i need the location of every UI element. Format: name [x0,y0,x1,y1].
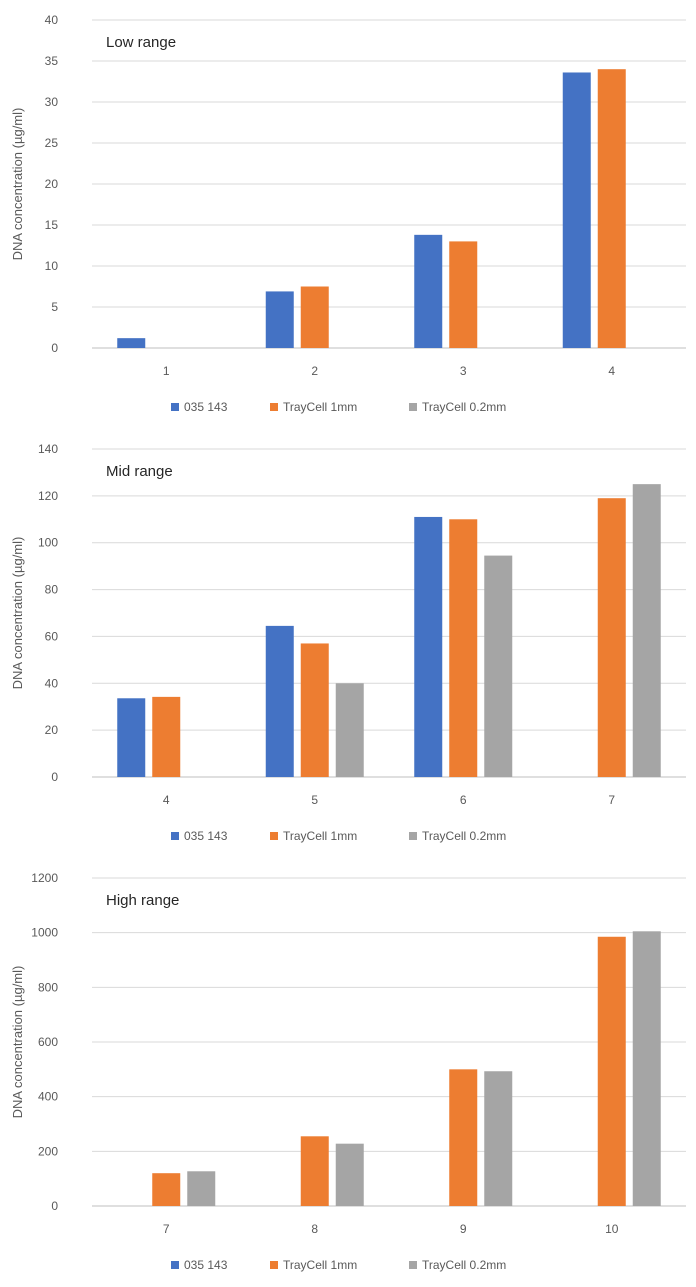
legend-swatch [409,1261,417,1269]
bar [414,234,443,348]
chart-annotation: Mid range [106,463,173,480]
y-axis-label: DNA concentration (µg/ml) [10,966,25,1119]
bar [300,286,329,348]
y-tick-label: 600 [38,1035,58,1049]
legend-entry: TrayCell 0.2mm [422,1258,506,1272]
bar [117,338,146,348]
bar [152,696,181,777]
y-tick-label: 40 [45,676,59,690]
bar [265,291,294,348]
x-tick-label: 9 [460,1222,467,1236]
bar [484,1071,513,1206]
y-tick-label: 30 [45,95,59,109]
y-tick-label: 40 [45,13,59,27]
chart-annotation: High range [106,892,179,909]
y-axis-label: DNA concentration (µg/ml) [10,108,25,261]
y-tick-label: 0 [51,341,58,355]
x-tick-label: 7 [608,793,615,807]
y-tick-label: 35 [45,54,59,68]
y-tick-label: 15 [45,218,59,232]
bar [632,931,661,1206]
bar [597,936,626,1206]
bar [449,519,478,777]
y-tick-label: 80 [45,583,59,597]
bar [335,1143,364,1206]
chart-high-range: 0 200 400 600 800 1000 1200 DNA concentration (… [10,871,686,1272]
legend-swatch [171,832,179,840]
x-tick-label: 6 [460,793,467,807]
legend-entry: TrayCell 1mm [283,829,357,843]
legend-entry: 035 143 [184,829,228,843]
bar [632,484,661,777]
legend-swatch [270,1261,278,1269]
bar [335,683,364,777]
y-tick-label: 0 [51,770,58,784]
y-tick-label: 25 [45,136,59,150]
x-tick-label: 4 [608,364,615,378]
x-tick-label: 7 [163,1222,170,1236]
y-tick-label: 0 [51,1199,58,1213]
bar [449,1069,478,1206]
y-tick-label: 1000 [31,926,58,940]
legend-entry: TrayCell 0.2mm [422,829,506,843]
x-tick-label: 4 [163,793,170,807]
bar [484,555,513,777]
chart-low-range: 0 5 10 15 20 25 30 35 40 DNA concentration (µg/ml… [10,13,686,414]
legend-swatch [171,1261,179,1269]
bar [597,69,626,348]
x-tick-label: 5 [311,793,318,807]
legend-swatch [270,403,278,411]
legend-swatch [409,403,417,411]
bar [597,498,626,777]
chart-annotation: Low range [106,34,176,51]
bar [414,516,443,777]
y-tick-label: 140 [38,442,58,456]
legend-entry: 035 143 [184,400,228,414]
bar [300,1136,329,1206]
y-tick-label: 400 [38,1090,58,1104]
y-tick-label: 20 [45,723,59,737]
y-tick-label: 1200 [31,871,58,885]
x-tick-label: 1 [163,364,170,378]
bar [117,698,146,777]
bar [562,72,591,348]
y-axis-label: DNA concentration (µg/ml) [10,537,25,690]
legend-entry: TrayCell 1mm [283,1258,357,1272]
x-tick-label: 8 [311,1222,318,1236]
bar [265,625,294,777]
legend-entry: TrayCell 0.2mm [422,400,506,414]
legend-swatch [409,832,417,840]
y-tick-label: 200 [38,1144,58,1158]
bar [300,643,329,777]
x-tick-label: 2 [311,364,318,378]
x-tick-label: 3 [460,364,467,378]
legend-entry: TrayCell 1mm [283,400,357,414]
y-tick-label: 100 [38,536,58,550]
y-tick-label: 60 [45,629,59,643]
bar [187,1171,216,1206]
chart-mid-range: 0 20 40 60 80 100 120 140 DNA concentration (µg/… [10,442,686,843]
y-tick-label: 800 [38,980,58,994]
legend-swatch [270,832,278,840]
x-tick-label: 10 [605,1222,619,1236]
legend-swatch [171,403,179,411]
y-tick-label: 120 [38,489,58,503]
bar [152,1173,181,1206]
bar [449,241,478,348]
y-tick-label: 20 [45,177,59,191]
legend-entry: 035 143 [184,1258,228,1272]
y-tick-label: 10 [45,259,59,273]
y-tick-label: 5 [51,300,58,314]
